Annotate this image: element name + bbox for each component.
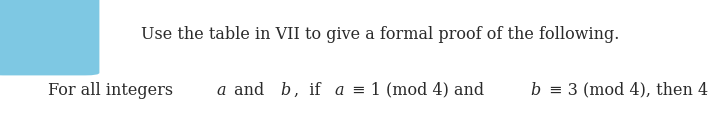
Text: and: and — [229, 82, 269, 99]
Text: For all integers: For all integers — [48, 82, 178, 99]
Text: ,  if: , if — [294, 82, 326, 99]
Text: a: a — [217, 82, 226, 99]
Text: a: a — [334, 82, 344, 99]
Text: ≡ 1 (mod 4) and: ≡ 1 (mod 4) and — [347, 82, 489, 99]
Text: b: b — [280, 82, 291, 99]
Text: Use the table in VII to give a formal proof of the following.: Use the table in VII to give a formal pr… — [141, 26, 619, 43]
Text: b: b — [530, 82, 541, 99]
FancyBboxPatch shape — [0, 0, 99, 75]
Text: ≡ 3 (mod 4), then 4 | (: ≡ 3 (mod 4), then 4 | ( — [544, 82, 710, 99]
